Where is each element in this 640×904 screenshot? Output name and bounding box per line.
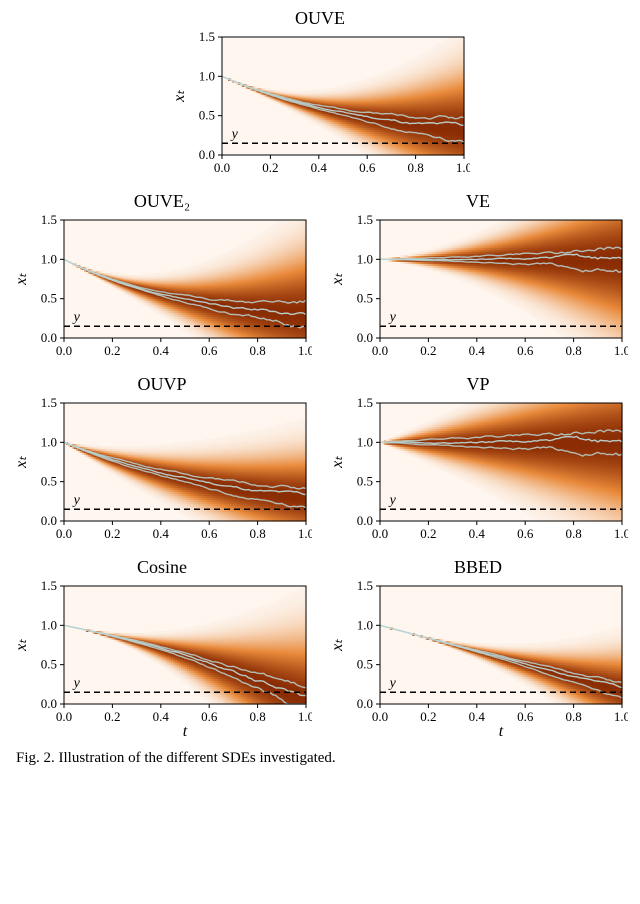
svg-text:0.2: 0.2 [262, 160, 278, 175]
panel-bbed: BBED y0.00.20.40.60.81.00.00.51.01.5txₜ [326, 557, 630, 740]
panel-ve: VE y0.00.20.40.60.81.00.00.51.01.5xₜ [326, 191, 630, 374]
panel-title-cosine: Cosine [137, 557, 187, 578]
svg-text:0.0: 0.0 [214, 160, 230, 175]
panel-plot-bbed: y0.00.20.40.60.81.00.00.51.01.5txₜ [328, 580, 628, 740]
panel-title-ve: VE [466, 191, 490, 212]
panel-ouvp: OUVP y0.00.20.40.60.81.00.00.51.01.5xₜ [10, 374, 314, 557]
panel-title-bbed: BBED [454, 557, 502, 578]
svg-text:1.0: 1.0 [456, 160, 470, 175]
panel-plot-ouve2: y0.00.20.40.60.81.00.00.51.01.5xₜ [12, 214, 312, 374]
panel-row-2: OUVE₂ y0.00.20.40.60.81.00.00.51.01.5xₜ … [10, 191, 630, 374]
panel-title-ouve: OUVE [295, 8, 345, 29]
panel-plot-vp: y0.00.20.40.60.81.00.00.51.01.5xₜ [328, 397, 628, 557]
panel-plot-ouve: y 0.0 0.2 0.4 0.6 0.8 1.0 0.0 0.5 1.0 1.5 xₜ [170, 31, 470, 191]
panel-title-ouvp: OUVP [137, 374, 186, 395]
panel-title-ouve2: OUVE₂ [134, 191, 190, 212]
svg-text:0.4: 0.4 [311, 160, 328, 175]
panel-row-3: OUVP y0.00.20.40.60.81.00.00.51.01.5xₜ V… [10, 374, 630, 557]
panel-cosine: Cosine y0.00.20.40.60.81.00.00.51.01.5tx… [10, 557, 314, 740]
panel-ouve: OUVE y 0.0 0.2 0.4 0.6 0.8 1.0 0.0 0.5 1.0 1.5 xₜ [165, 8, 475, 191]
panel-plot-ouvp: y0.00.20.40.60.81.00.00.51.01.5xₜ [12, 397, 312, 557]
figure-caption: Fig. 2. Illustration of the different SD… [10, 750, 630, 767]
panel-row-4: Cosine y0.00.20.40.60.81.00.00.51.01.5tx… [10, 557, 630, 740]
panel-title-vp: VP [466, 374, 489, 395]
figure-2: OUVE y 0.0 0.2 0.4 0.6 0.8 1.0 0.0 0.5 1.0 1.5 xₜ O… [0, 0, 640, 773]
svg-text:1.0: 1.0 [199, 68, 215, 83]
svg-text:1.5: 1.5 [199, 31, 215, 44]
svg-text:0.5: 0.5 [199, 108, 215, 123]
panel-ouve2: OUVE₂ y0.00.20.40.60.81.00.00.51.01.5xₜ [10, 191, 314, 374]
panel-plot-cosine: y0.00.20.40.60.81.00.00.51.01.5txₜ [12, 580, 312, 740]
svg-text:y: y [230, 127, 239, 142]
svg-text:0.8: 0.8 [407, 160, 423, 175]
svg-text:0.0: 0.0 [199, 147, 215, 162]
panel-plot-ve: y0.00.20.40.60.81.00.00.51.01.5xₜ [328, 214, 628, 374]
svg-text:0.6: 0.6 [359, 160, 376, 175]
panel-vp: VP y0.00.20.40.60.81.00.00.51.01.5xₜ [326, 374, 630, 557]
panel-row-1: OUVE y 0.0 0.2 0.4 0.6 0.8 1.0 0.0 0.5 1.0 1.5 xₜ [10, 8, 630, 191]
svg-text:xₜ: xₜ [171, 90, 188, 103]
